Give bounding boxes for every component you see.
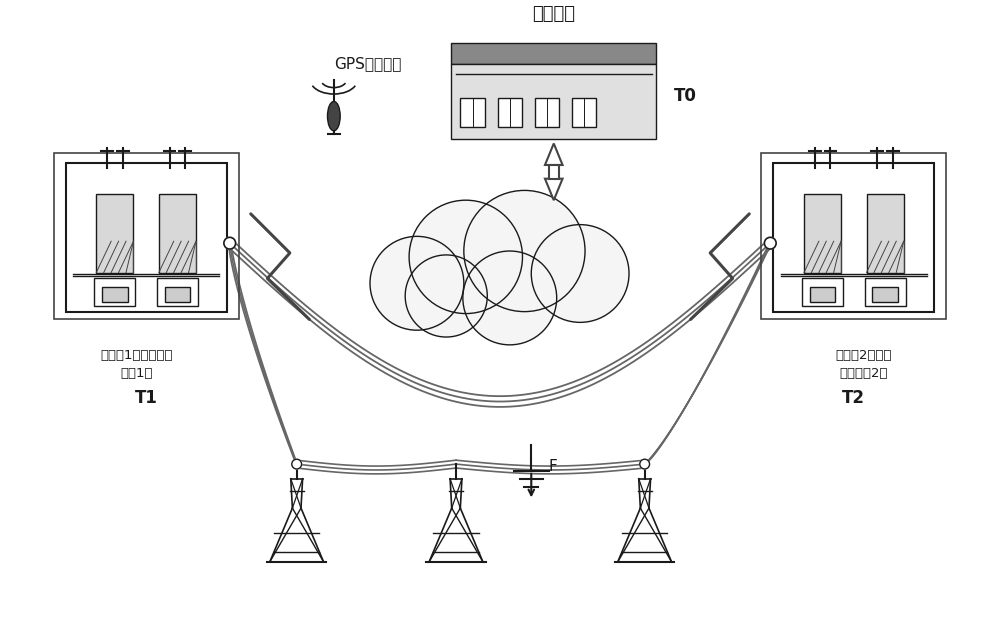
Bar <box>94 278 135 305</box>
Bar <box>165 287 190 302</box>
Circle shape <box>405 255 487 337</box>
Circle shape <box>464 190 585 312</box>
Bar <box>535 98 559 127</box>
Circle shape <box>409 200 522 314</box>
Bar <box>451 64 656 138</box>
Bar <box>802 278 843 305</box>
Text: 测距系统: 测距系统 <box>532 5 575 23</box>
Bar <box>872 287 898 302</box>
Circle shape <box>370 236 464 330</box>
Circle shape <box>370 236 464 330</box>
Bar <box>159 194 196 272</box>
Circle shape <box>292 459 302 469</box>
Text: T0: T0 <box>674 86 697 105</box>
Bar <box>810 287 835 302</box>
Circle shape <box>640 459 650 469</box>
Bar <box>498 98 522 127</box>
Circle shape <box>405 255 487 337</box>
Circle shape <box>224 237 236 249</box>
Circle shape <box>463 251 557 345</box>
Text: 变电站1（行波测距
装置1）: 变电站1（行波测距 装置1） <box>100 349 173 380</box>
Text: F: F <box>549 458 558 474</box>
Text: T1: T1 <box>135 389 158 406</box>
Circle shape <box>531 225 629 323</box>
Circle shape <box>463 251 557 345</box>
Polygon shape <box>545 178 563 200</box>
Bar <box>804 194 841 272</box>
Bar <box>102 287 128 302</box>
Circle shape <box>409 200 522 314</box>
Circle shape <box>464 190 585 312</box>
Text: 变电站2（行波
测距装置2）: 变电站2（行波 测距装置2） <box>835 349 892 380</box>
Text: T2: T2 <box>842 389 865 406</box>
Bar <box>865 278 906 305</box>
Bar <box>451 43 656 64</box>
Text: GPS对时装置: GPS对时装置 <box>334 56 402 71</box>
Polygon shape <box>545 144 563 165</box>
Bar <box>157 278 198 305</box>
Bar <box>460 98 485 127</box>
Bar <box>761 153 946 319</box>
Bar <box>773 163 934 312</box>
Bar <box>572 98 596 127</box>
Bar <box>96 194 133 272</box>
Bar <box>66 163 227 312</box>
Circle shape <box>764 237 776 249</box>
Circle shape <box>531 225 629 323</box>
Bar <box>549 165 559 178</box>
Ellipse shape <box>327 102 340 131</box>
Bar <box>54 153 239 319</box>
Bar <box>867 194 904 272</box>
